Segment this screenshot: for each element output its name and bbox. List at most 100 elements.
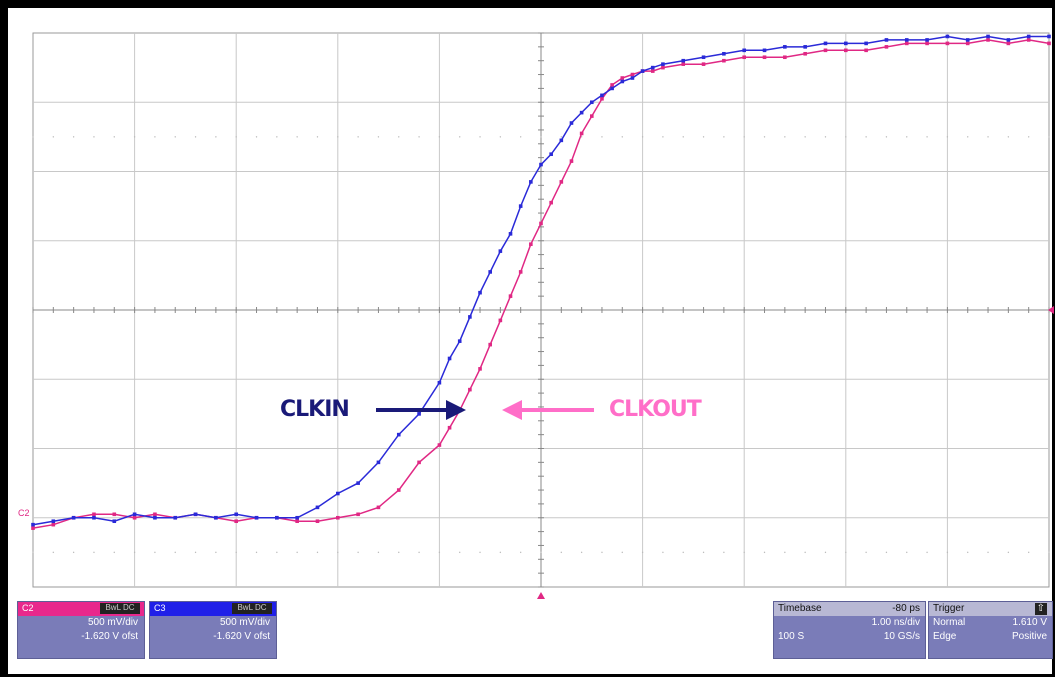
- trace-point-clkout: [509, 294, 513, 298]
- grid-dot: [134, 552, 135, 553]
- trace-point-clkout: [905, 42, 909, 46]
- grid-dot: [500, 136, 501, 137]
- grid-dot: [825, 136, 826, 137]
- grid-dot: [886, 136, 887, 137]
- trace-point-clkout: [488, 343, 492, 347]
- trace-point-clkout: [519, 270, 523, 274]
- trace-point-clkin: [468, 315, 472, 319]
- trace-point-clkin: [417, 412, 421, 416]
- grid-dot: [825, 552, 826, 553]
- grid-dot: [1028, 552, 1029, 553]
- trace-point-clkout: [946, 42, 950, 46]
- trace-point-clkout: [1027, 38, 1031, 42]
- grid-dot: [215, 552, 216, 553]
- trace-point-clkin: [651, 66, 655, 70]
- clkout-label: CLKOUT: [609, 397, 701, 422]
- grid-dot: [784, 552, 785, 553]
- grid-dot: [53, 552, 54, 553]
- channel-3-descriptor[interactable]: C3 BwL DC 500 mV/div -1.620 V ofst: [149, 601, 277, 659]
- trace-point-clkin: [1007, 38, 1011, 42]
- trace-point-clkin: [549, 152, 553, 156]
- timebase-scale: 1.00 ns/div: [872, 616, 920, 630]
- grid-dot: [73, 552, 74, 553]
- grid-dot: [1048, 136, 1049, 137]
- grid-dot: [967, 552, 968, 553]
- trigger-label: Trigger: [933, 603, 964, 614]
- trace-point-clkout: [397, 488, 401, 492]
- trace-point-clkout: [631, 73, 635, 77]
- trace-point-clkout: [31, 526, 35, 530]
- trace-point-clkout: [783, 55, 787, 59]
- grid-dot: [642, 136, 643, 137]
- grid-dot: [439, 552, 440, 553]
- trace-point-clkout: [722, 59, 726, 63]
- trace-point-clkin: [529, 180, 533, 184]
- channel-3-mode: BwL DC: [232, 603, 272, 614]
- trace-point-clkout: [742, 55, 746, 59]
- grid-dot: [256, 552, 257, 553]
- trace-point-clkin: [448, 357, 452, 361]
- trigger-mode: Normal: [933, 616, 965, 630]
- grid-dot: [479, 552, 480, 553]
- trace-point-clkout: [651, 69, 655, 73]
- trace-point-clkin: [194, 512, 198, 516]
- trace-point-clkout: [448, 426, 452, 430]
- timebase-delay: -80 ps: [892, 602, 920, 616]
- trace-point-clkin: [844, 42, 848, 46]
- trace-point-clkin: [52, 519, 56, 523]
- trigger-slope: Positive: [1012, 630, 1047, 644]
- trace-point-clkin: [336, 492, 340, 496]
- grid-dot: [114, 136, 115, 137]
- trace-point-clkin: [570, 121, 574, 125]
- trace-point-clkin: [824, 42, 828, 46]
- grid-dot: [784, 136, 785, 137]
- trace-point-clkout: [661, 66, 665, 70]
- trace-point-clkin: [234, 512, 238, 516]
- grid-dot: [764, 136, 765, 137]
- grid-dot: [357, 136, 358, 137]
- grid-dot: [32, 552, 33, 553]
- trace-point-clkin: [295, 516, 299, 520]
- trace-point-clkout: [1007, 42, 1011, 46]
- trace-point-clkout: [133, 516, 137, 520]
- grid-dot: [296, 136, 297, 137]
- channel-3-tag: C3: [154, 603, 166, 613]
- trace-point-clkout: [1047, 42, 1051, 46]
- trace-point-clkin: [1047, 35, 1051, 39]
- trigger-descriptor[interactable]: Trigger ⇧ Normal 1.610 V Edge Positive: [928, 601, 1053, 659]
- grid-dot: [398, 136, 399, 137]
- trace-point-clkout: [824, 49, 828, 53]
- trace-point-clkin: [214, 516, 218, 520]
- trace-point-clkin: [590, 100, 594, 104]
- trace-point-clkout: [539, 222, 543, 226]
- trace-point-clkout: [844, 49, 848, 53]
- grid-dot: [642, 552, 643, 553]
- trace-point-clkin: [499, 249, 503, 253]
- grid-dot: [337, 552, 338, 553]
- trace-point-clkin: [255, 516, 259, 520]
- grid-dot: [520, 136, 521, 137]
- trace-point-clkin: [438, 381, 442, 385]
- grid-dot: [947, 136, 948, 137]
- grid-dot: [154, 136, 155, 137]
- clkin-label: CLKIN: [280, 397, 349, 422]
- trace-point-clkout: [580, 132, 584, 136]
- grid-dot: [215, 136, 216, 137]
- grid-dot: [540, 552, 541, 553]
- trace-point-clkin: [702, 55, 706, 59]
- grid-dot: [906, 136, 907, 137]
- trace-point-clkin: [966, 38, 970, 42]
- grid-dot: [114, 552, 115, 553]
- grid-dot: [93, 552, 94, 553]
- timebase-samples: 100 S: [778, 630, 804, 644]
- grid-dot: [93, 136, 94, 137]
- trace-point-clkin: [742, 49, 746, 53]
- grid-dot: [723, 552, 724, 553]
- trace-point-clkin: [610, 87, 614, 91]
- grid-dot: [195, 136, 196, 137]
- timebase-descriptor[interactable]: Timebase -80 ps 1.00 ns/div 100 S 10 GS/s: [773, 601, 926, 659]
- grid-dot: [581, 552, 582, 553]
- grid-dot: [175, 136, 176, 137]
- trace-point-clkin: [397, 433, 401, 437]
- channel-2-descriptor[interactable]: C2 BwL DC 500 mV/div -1.620 V ofst: [17, 601, 145, 659]
